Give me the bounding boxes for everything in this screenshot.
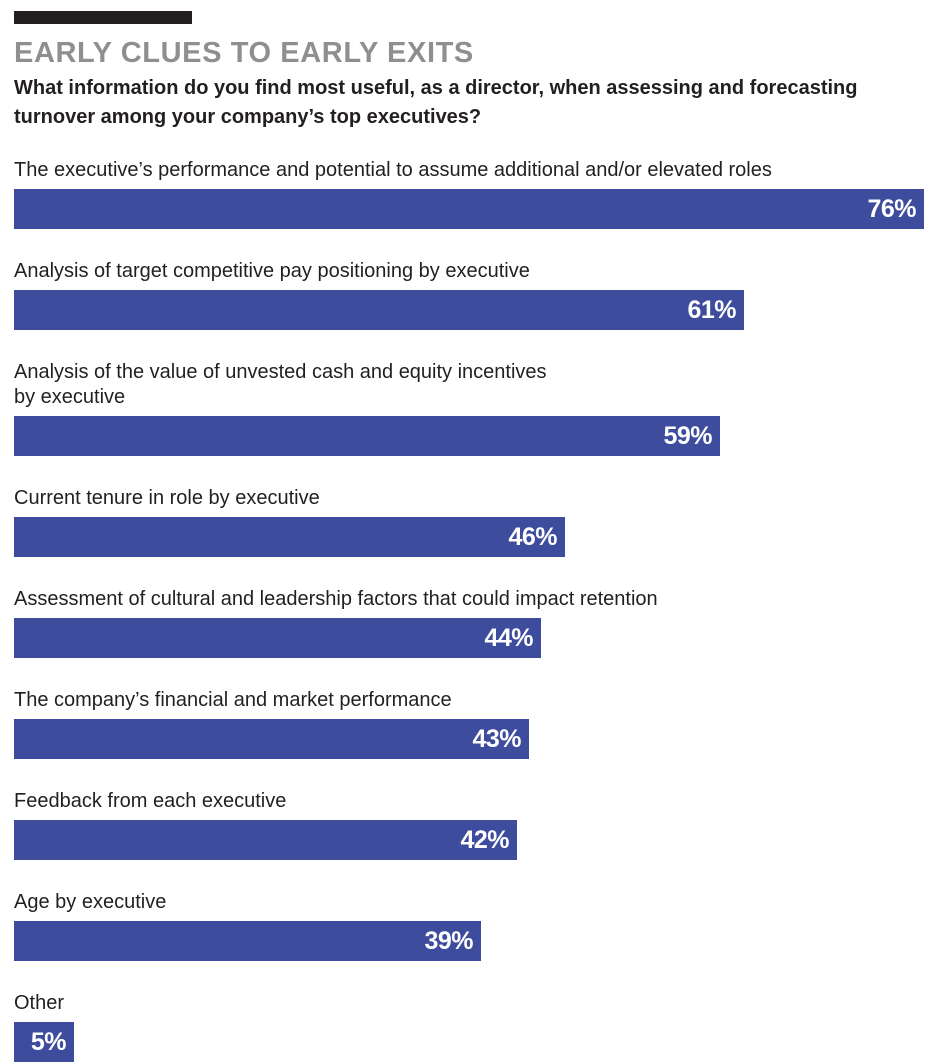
bar-label: Analysis of target competitive pay posit… xyxy=(14,260,530,282)
chart-subtitle: What information do you find most useful… xyxy=(14,77,858,128)
bar-value-label: 59% xyxy=(663,422,712,450)
bar: 61% xyxy=(14,290,744,330)
bar: 59% xyxy=(14,416,720,456)
bar: 5% xyxy=(14,1022,74,1062)
bar-label: Assessment of cultural and leadership fa… xyxy=(14,588,658,610)
bar-value-label: 5% xyxy=(30,1028,67,1056)
bar-value-label: 44% xyxy=(484,624,533,652)
bar-value-label: 61% xyxy=(687,296,736,324)
bar-label: The executive’s performance and potentia… xyxy=(14,159,772,181)
bar-label: Current tenure in role by executive xyxy=(14,487,320,509)
bar-value-label: 46% xyxy=(508,523,557,551)
bar: 42% xyxy=(14,820,517,860)
bar: 46% xyxy=(14,517,565,557)
bar: 44% xyxy=(14,618,541,658)
bar: 43% xyxy=(14,719,529,759)
bar-label: Feedback from each executive xyxy=(14,790,287,812)
bar: 39% xyxy=(14,921,481,961)
bar-label: Age by executive xyxy=(14,891,167,913)
bar-label: The company’s financial and market perfo… xyxy=(14,689,452,711)
bar-value-label: 43% xyxy=(472,725,521,753)
bar-label: Analysis of the value of unvested cash a… xyxy=(14,361,547,408)
bar: 76% xyxy=(14,189,924,229)
chart-title: EARLY CLUES TO EARLY EXITS xyxy=(14,37,474,69)
bar-value-label: 76% xyxy=(867,195,916,223)
bar-label: Other xyxy=(14,992,65,1014)
top-rule xyxy=(14,11,192,24)
bar-value-label: 42% xyxy=(460,826,509,854)
bar-value-label: 39% xyxy=(424,927,473,955)
bar-chart: The executive’s performance and potentia… xyxy=(14,159,924,1062)
